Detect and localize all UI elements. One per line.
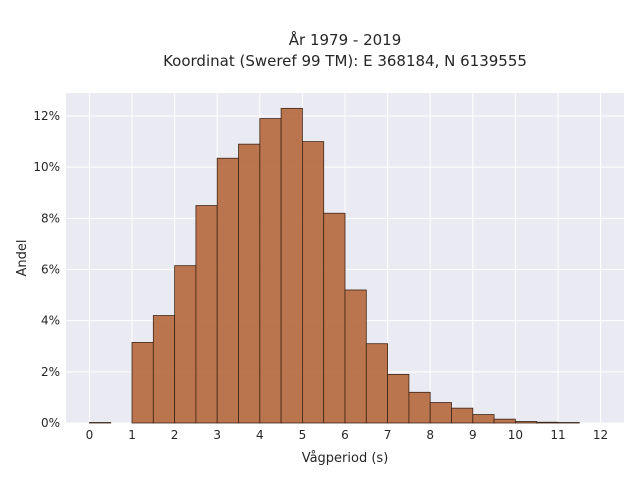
y-tick-label: 10%	[33, 160, 60, 174]
y-tick-label: 2%	[41, 365, 60, 379]
histogram-bar	[89, 422, 112, 424]
histogram-bar	[216, 157, 239, 424]
histogram-bar	[493, 418, 516, 424]
x-tick-label: 0	[86, 428, 94, 442]
histogram-bar	[259, 118, 282, 424]
x-tick-label: 4	[256, 428, 264, 442]
histogram-bar	[174, 265, 197, 424]
histogram-bar	[195, 205, 218, 424]
x-tick-label: 7	[384, 428, 392, 442]
chart-title: År 1979 - 2019	[289, 30, 402, 49]
histogram-bar	[344, 289, 367, 424]
bars	[89, 107, 580, 424]
y-tick-label: 6%	[41, 263, 60, 277]
histogram-bar	[302, 141, 325, 424]
histogram-bar	[387, 373, 410, 424]
x-tick-label: 8	[426, 428, 434, 442]
chart-subtitle: Koordinat (Sweref 99 TM): E 368184, N 61…	[163, 52, 527, 70]
histogram-bar	[238, 143, 261, 424]
x-axis-label: Vågperiod (s)	[302, 451, 389, 466]
y-tick-label: 8%	[41, 211, 60, 225]
histogram-bar	[451, 407, 474, 424]
histogram-bar	[429, 402, 452, 424]
histogram-bar	[280, 107, 303, 424]
x-tick-label: 11	[550, 428, 565, 442]
histogram-bar	[365, 343, 388, 424]
histogram-bar	[323, 212, 346, 424]
histogram-bar	[152, 315, 176, 424]
y-tick-label: 4%	[41, 314, 60, 328]
x-tick-label: 5	[299, 428, 307, 442]
y-tick-label: 0%	[41, 416, 60, 430]
histogram-bar	[557, 422, 580, 424]
x-tick-labels: 0 1 2 3 4 5 6 7 8 9 10 11 12	[86, 428, 609, 442]
y-tick-label: 12%	[33, 109, 60, 123]
histogram-bar	[131, 342, 154, 424]
y-tick-labels: 0% 2% 4% 6% 8% 10% 12%	[33, 109, 60, 430]
x-tick-label: 3	[213, 428, 221, 442]
histogram-bar	[408, 391, 431, 424]
histogram-bar	[472, 414, 495, 424]
y-axis-label: Andel	[15, 240, 30, 277]
x-tick-label: 12	[593, 428, 608, 442]
x-tick-label: 9	[469, 428, 477, 442]
histogram-bar	[514, 421, 538, 424]
x-tick-label: 6	[341, 428, 349, 442]
x-tick-label: 2	[171, 428, 179, 442]
x-tick-label: 10	[508, 428, 523, 442]
x-tick-label: 1	[128, 428, 136, 442]
histogram-bar	[536, 421, 559, 424]
